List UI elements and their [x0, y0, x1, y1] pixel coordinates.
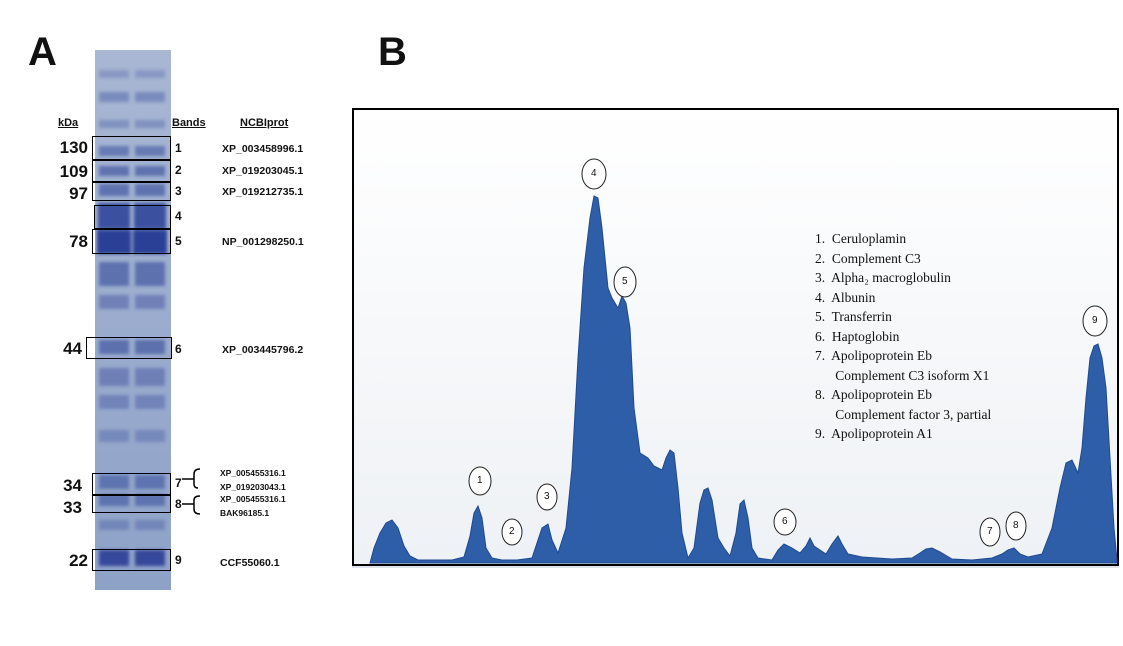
panel-a-letter: A — [28, 30, 57, 74]
peak-label: 1 — [477, 475, 483, 486]
band-box-7 — [92, 473, 171, 495]
band-box-4 — [94, 205, 171, 229]
band-number: 2 — [175, 163, 182, 177]
peak-label: 9 — [1092, 315, 1098, 326]
peak-marker-9 — [1082, 305, 1108, 337]
band-number: 3 — [175, 184, 182, 198]
peak-marker-3 — [536, 483, 558, 511]
kda-value: 130 — [59, 138, 88, 157]
accession-label: XP_019203045.1 — [222, 165, 304, 177]
legend-item: 1. Ceruloplamin — [815, 231, 907, 246]
band-box-8 — [92, 495, 171, 513]
band-box-9 — [92, 549, 171, 571]
peak-marker-8 — [1005, 511, 1027, 541]
panel-b-letter: B — [378, 30, 407, 74]
bands-header: Bands — [172, 117, 206, 129]
accession-label: XP_019203043.1 — [220, 482, 286, 492]
legend-item: Complement factor 3, partial — [815, 406, 992, 422]
peak-label: 2 — [509, 526, 515, 537]
peak-marker-6 — [773, 508, 797, 536]
legend-item: 6. Haptoglobin — [815, 328, 900, 344]
legend-item: 9. Apolipoprotein A1 — [815, 426, 933, 441]
band-number: 7 — [175, 476, 182, 490]
band-box-6 — [86, 337, 172, 359]
legend-item: 5. Transferrin — [815, 309, 892, 324]
kda-value: 78 — [69, 232, 88, 251]
band-number: 5 — [175, 234, 182, 248]
legend-item: 4. Albunin — [815, 289, 876, 305]
density-trace — [369, 195, 1118, 564]
kda-value: 44 — [63, 339, 82, 358]
band-number: 9 — [175, 553, 182, 567]
accession-label: BAK96185.1 — [220, 508, 270, 518]
accession-label: XP_019212735.1 — [222, 186, 304, 198]
sds-gel-image — [95, 50, 171, 590]
legend-item: Complement C3 isoform X1 — [815, 367, 990, 383]
brace-connectors — [182, 468, 201, 515]
band-box-1 — [92, 136, 171, 160]
peak-label: 3 — [544, 491, 550, 502]
legend-item: 8. Apolipoprotein Eb — [815, 387, 932, 402]
protein-legend: 1. Ceruloplamin 2. Complement C3 3. Alph… — [815, 229, 991, 444]
band-box-3 — [92, 182, 171, 201]
kda-value: 22 — [69, 551, 88, 570]
peak-label: 7 — [987, 526, 993, 537]
accession-label: XP_005455316.1 — [220, 494, 286, 504]
kda-value: 109 — [59, 162, 88, 181]
accession-label: NP_001298250.1 — [222, 236, 304, 248]
peak-marker-2 — [501, 518, 523, 546]
legend-item: 2. Complement C3 — [815, 250, 921, 266]
accession-label: XP_005455316.1 — [220, 468, 286, 478]
band-number: 4 — [175, 209, 182, 223]
legend-item: 7. Apolipoprotein Eb — [815, 348, 932, 363]
band-number: 8 — [175, 497, 182, 511]
kda-header: kDa — [58, 117, 79, 129]
peak-label: 6 — [782, 516, 788, 527]
peak-label: 4 — [591, 168, 597, 179]
kda-value: 34 — [63, 476, 82, 495]
kda-value: 33 — [63, 498, 82, 517]
band-box-2 — [92, 160, 171, 182]
peak-label: 8 — [1013, 520, 1019, 531]
ncbiprot-header: NCBIprot — [240, 117, 289, 129]
band-number: 1 — [175, 141, 182, 155]
peak-markers — [468, 158, 1108, 547]
peak-marker-7 — [979, 517, 1001, 547]
legend-item: 3. Alpha₂ macroglobulin — [815, 270, 951, 285]
peak-marker-4 — [581, 158, 607, 190]
band-number: 6 — [175, 342, 182, 356]
accession-label: XP_003458996.1 — [222, 143, 304, 155]
peak-label: 5 — [622, 276, 628, 287]
accession-label: CCF55060.1 — [220, 557, 280, 569]
accession-label: XP_003445796.2 — [222, 344, 304, 356]
band-box-5 — [92, 229, 171, 254]
peak-marker-5 — [613, 266, 637, 298]
kda-value: 97 — [69, 184, 88, 203]
peak-marker-1 — [468, 466, 492, 496]
